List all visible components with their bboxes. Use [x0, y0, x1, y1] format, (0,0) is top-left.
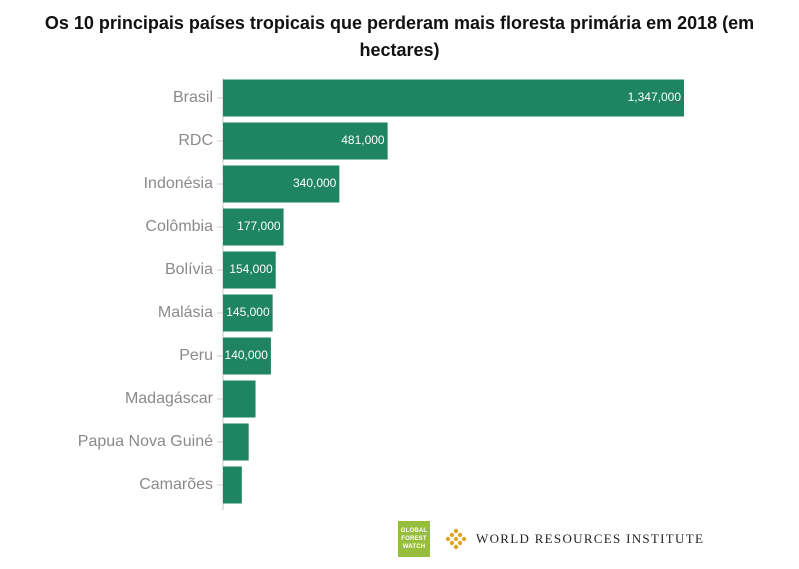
footer-logos: GLOBAL FOREST WATCH WORLD RESOURCES INST… — [398, 521, 704, 557]
wri-name: WORLD RESOURCES INSTITUTE — [476, 531, 705, 546]
category-label: RDC — [178, 132, 213, 149]
gfw-logo-line: WATCH — [402, 544, 426, 550]
bar — [223, 79, 684, 117]
category-label: Camarões — [139, 476, 213, 493]
bar — [223, 380, 256, 418]
gfw-logo-line: GLOBAL — [400, 528, 428, 534]
data-label: 177,000 — [237, 219, 281, 233]
bar — [223, 423, 249, 461]
wri-emblem-icon — [445, 528, 467, 550]
bar — [223, 466, 242, 504]
category-label: Bolívia — [165, 261, 213, 278]
category-label: Indonésia — [144, 175, 213, 192]
wri-logo: WORLD RESOURCES INSTITUTE — [444, 527, 704, 551]
data-label: 145,000 — [226, 305, 270, 319]
bar — [223, 294, 273, 332]
data-label: 340,000 — [293, 176, 337, 190]
bar — [223, 337, 271, 375]
bar — [223, 208, 284, 246]
bar — [223, 122, 388, 160]
category-label: Colômbia — [145, 218, 213, 235]
category-label: Papua Nova Guiné — [78, 433, 213, 450]
data-label: 154,000 — [229, 262, 273, 276]
data-label: 1,347,000 — [628, 90, 682, 104]
bar — [223, 165, 340, 203]
global-forest-watch-logo: GLOBAL FOREST WATCH — [398, 521, 430, 557]
gfw-logo-line: FOREST — [401, 536, 427, 542]
data-label: 140,000 — [225, 348, 269, 362]
bar — [223, 251, 276, 289]
data-label: 481,000 — [341, 133, 385, 147]
chart-title: Os 10 principais países tropicais que pe… — [44, 13, 755, 60]
category-label: Brasil — [173, 89, 213, 106]
bar-chart: Brasil 1,347,000 RDC 481,000 Indonésia 340,00… — [78, 78, 684, 510]
category-label: Madagáscar — [125, 390, 214, 407]
category-label: Malásia — [158, 304, 213, 321]
category-label: Peru — [179, 347, 213, 364]
